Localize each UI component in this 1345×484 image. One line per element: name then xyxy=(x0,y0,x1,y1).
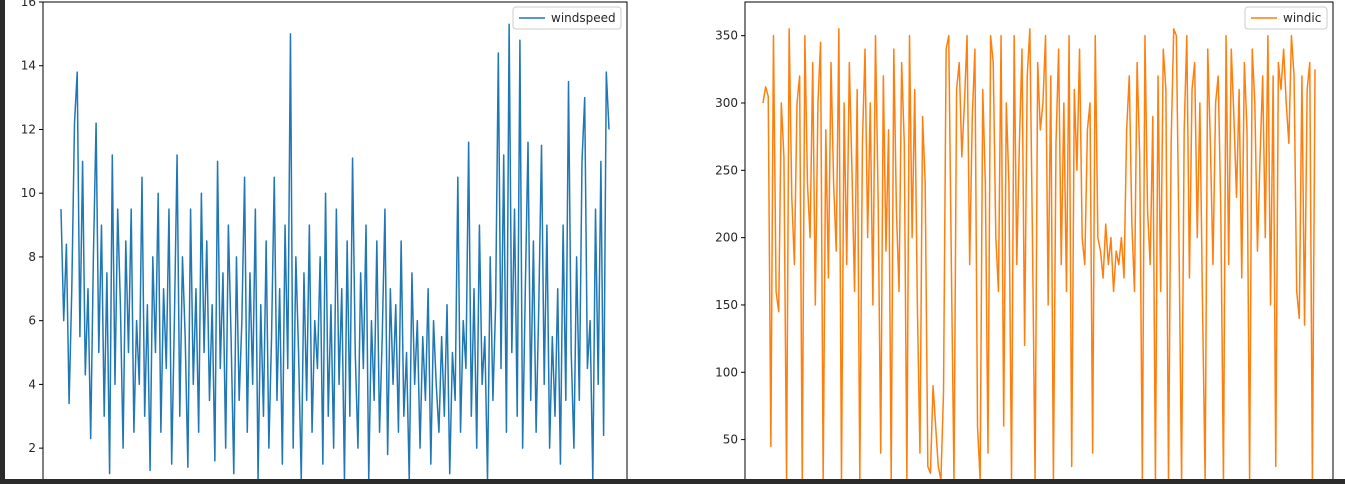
legend-box xyxy=(512,6,622,30)
y-tick-label: 250 xyxy=(715,163,738,177)
y-tick-label: 4 xyxy=(28,377,36,391)
y-tick-label: 8 xyxy=(28,250,36,264)
y-tick-label: 12 xyxy=(21,122,36,136)
y-tick-label: 50 xyxy=(723,433,738,447)
y-tick-label: 2 xyxy=(28,441,36,455)
legend-box xyxy=(1244,6,1328,30)
y-tick-label: 6 xyxy=(28,314,36,328)
y-tick-label: 350 xyxy=(715,29,738,43)
windspeed-chart: 2 4 6 8 10 12 14 16 windspeed xyxy=(21,0,628,481)
windic-chart: 50 100 150 200 250 300 350 windic xyxy=(715,1,1334,481)
legend-label-windspeed: windspeed xyxy=(551,11,616,25)
y-tick-label: 150 xyxy=(715,298,738,312)
y-tick-label: 16 xyxy=(21,0,36,9)
y-tick-label: 200 xyxy=(715,231,738,245)
y-tick-label: 100 xyxy=(715,365,738,379)
y-tick-label: 10 xyxy=(21,186,36,200)
page-border-bottom xyxy=(0,479,1345,484)
series-line-windspeed xyxy=(60,23,610,480)
series-line-windic xyxy=(762,28,1316,480)
y-tick-label: 14 xyxy=(21,59,36,73)
legend-label-windic: windic xyxy=(1283,11,1321,25)
y-tick-label: 300 xyxy=(715,96,738,110)
page-border-left xyxy=(0,0,5,484)
